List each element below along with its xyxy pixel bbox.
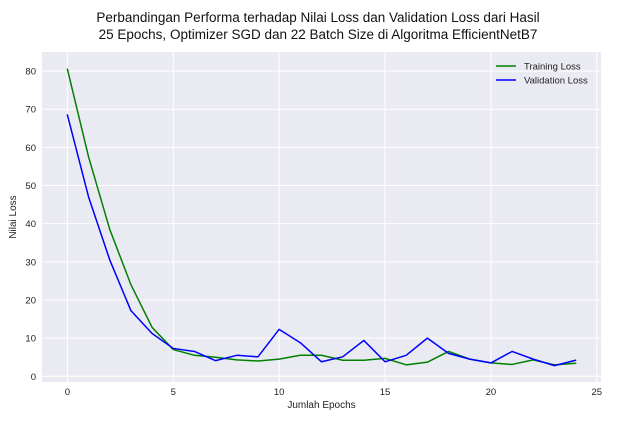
y-tick-label: 0: [31, 372, 36, 383]
x-axis-label: Jumlah Epochs: [287, 400, 355, 411]
y-tick-label: 50: [25, 181, 36, 192]
x-tick-label: 10: [274, 387, 285, 398]
x-tick-label: 15: [380, 387, 391, 398]
y-tick-label: 40: [25, 219, 36, 230]
x-tick-label: 20: [486, 387, 497, 398]
y-tick-label: 70: [25, 105, 36, 116]
series-line-validation-loss: [66, 114, 577, 367]
chart-title-line1: Perbandingan Performa terhadap Nilai Los…: [96, 10, 539, 25]
y-tick-label: 60: [25, 143, 36, 154]
chart-title-line2: 25 Epochs, Optimizer SGD dan 22 Batch Si…: [99, 27, 538, 42]
y-tick-label: 30: [25, 257, 36, 268]
x-axis-ticks: 0 5 10 15 20 25: [65, 387, 602, 398]
plot-area: [42, 52, 601, 382]
legend: Training Loss Validation Loss: [496, 62, 588, 87]
legend-label-training-loss: Training Loss: [524, 62, 581, 73]
y-tick-label: 80: [25, 67, 36, 78]
y-tick-label: 10: [25, 334, 36, 345]
legend-label-validation-loss: Validation Loss: [524, 76, 588, 87]
y-axis-ticks: 0 10 20 30 40 50 60 70 80: [25, 67, 36, 383]
x-tick-label: 0: [65, 387, 70, 398]
y-tick-label: 20: [25, 295, 36, 306]
x-tick-label: 25: [591, 387, 602, 398]
x-tick-label: 5: [171, 387, 176, 398]
grid: [42, 52, 601, 382]
y-axis-label: Nilai Loss: [8, 195, 19, 238]
series-lines: [66, 68, 577, 367]
